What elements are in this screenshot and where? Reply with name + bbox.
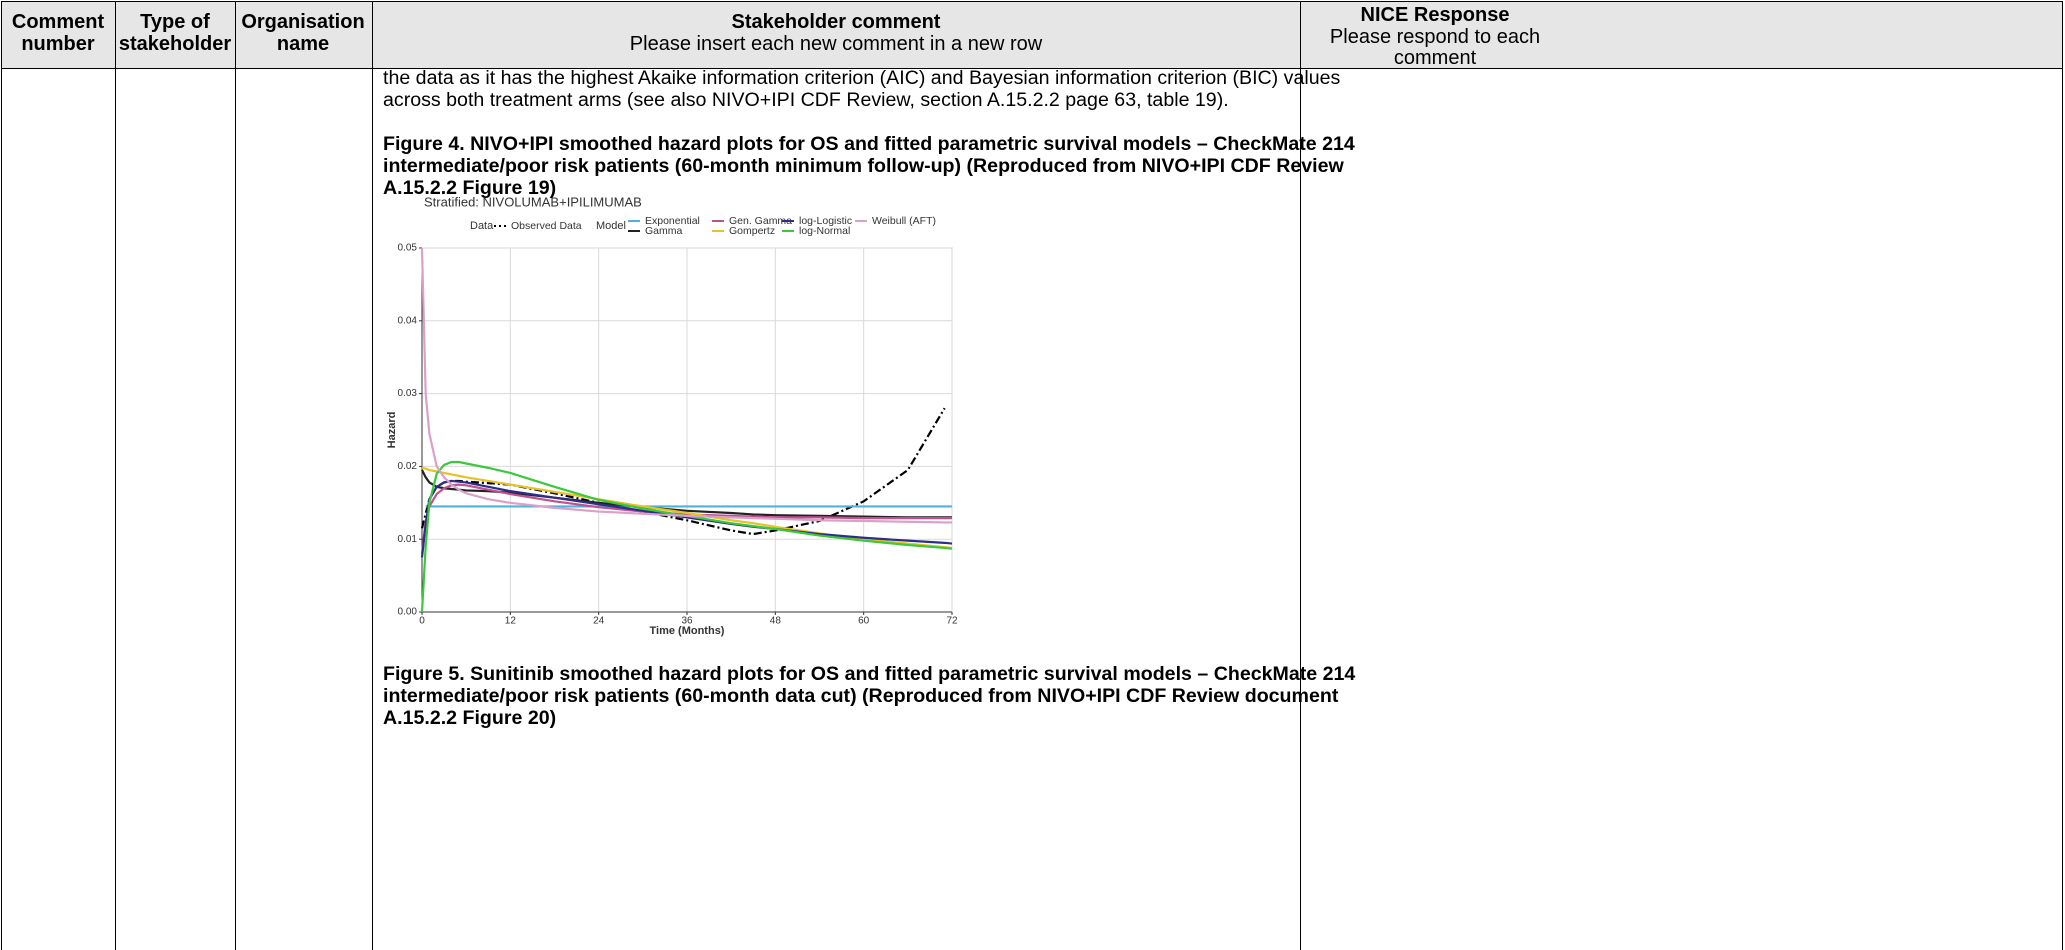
legend-label: Observed Data xyxy=(511,220,582,232)
series-line xyxy=(420,460,953,613)
column-border xyxy=(235,1,236,950)
legend-label: Exponential xyxy=(645,215,700,227)
figure-caption: Figure 4. NIVO+IPI smoothed hazard plots… xyxy=(383,133,1355,155)
x-tick-label: 0 xyxy=(419,616,425,627)
paragraph-line: across both treatment arms (see also NIV… xyxy=(383,89,1229,111)
x-axis-label: Time (Months) xyxy=(650,625,725,637)
header-title: Stakeholder comment xyxy=(731,11,941,33)
x-tick-label: 48 xyxy=(770,616,782,627)
figure-caption: intermediate/poor risk patients (60-mont… xyxy=(383,685,1339,707)
y-tick-label: 0.05 xyxy=(398,243,418,254)
legend-label: log-Logistic xyxy=(799,215,852,227)
header-title: Comment xyxy=(11,11,105,33)
legend-label: Gen. Gamma xyxy=(729,215,792,227)
row-border xyxy=(1,1,2063,2)
series-line xyxy=(420,483,952,554)
y-tick-label: 0.02 xyxy=(398,461,418,472)
figure-caption: intermediate/poor risk patients (60-mont… xyxy=(383,155,1344,177)
header-background xyxy=(1,1,2063,68)
column-border xyxy=(1,1,2,950)
column-border xyxy=(115,1,116,950)
header-subtitle: comment xyxy=(1393,47,1477,69)
header-subtitle: Please respond to each xyxy=(1329,26,1541,48)
y-axis-label: Hazard xyxy=(386,412,398,449)
column-border xyxy=(372,1,373,950)
y-tick-label: 0.04 xyxy=(398,315,418,326)
x-tick-label: 36 xyxy=(681,616,693,627)
x-tick-label: 24 xyxy=(593,616,605,627)
legend-label: Gamma xyxy=(645,225,683,237)
legend-label: Gompertz xyxy=(729,225,775,237)
header-title: number xyxy=(21,33,95,55)
figure-caption: Figure 5. Sunitinib smoothed hazard plot… xyxy=(383,663,1356,685)
legend-title: Data xyxy=(470,220,494,232)
x-tick-label: 60 xyxy=(858,616,870,627)
header-title: Organisation xyxy=(241,11,365,33)
series-line xyxy=(420,247,952,524)
x-tick-label: 72 xyxy=(946,616,958,627)
legend-title: Model xyxy=(596,220,626,232)
column-border xyxy=(2062,1,2063,950)
header-subtitle: Please insert each new comment in a new … xyxy=(629,33,1043,55)
header-title: stakeholder xyxy=(118,33,232,55)
x-tick-label: 12 xyxy=(505,616,517,627)
legend-label: Weibull (AFT) xyxy=(872,215,936,227)
header-title: Type of xyxy=(140,11,210,33)
header-title: NICE Response xyxy=(1360,4,1510,26)
paragraph-line: the data as it has the highest Akaike in… xyxy=(383,67,1341,89)
column-border xyxy=(1300,1,1301,950)
figure-caption: A.15.2.2 Figure 19) xyxy=(383,177,557,199)
series-line xyxy=(420,479,953,558)
header-title: name xyxy=(276,33,330,55)
figure-caption: A.15.2.2 Figure 20) xyxy=(383,707,557,729)
y-tick-label: 0.00 xyxy=(398,607,418,618)
row-border xyxy=(1,68,2063,69)
legend-label: log-Normal xyxy=(799,225,850,237)
series-line xyxy=(420,407,946,536)
y-tick-label: 0.03 xyxy=(398,388,418,399)
y-tick-label: 0.01 xyxy=(398,534,418,545)
chart-title: Stratified: NIVOLUMAB+IPILIMUMAB xyxy=(424,194,642,209)
